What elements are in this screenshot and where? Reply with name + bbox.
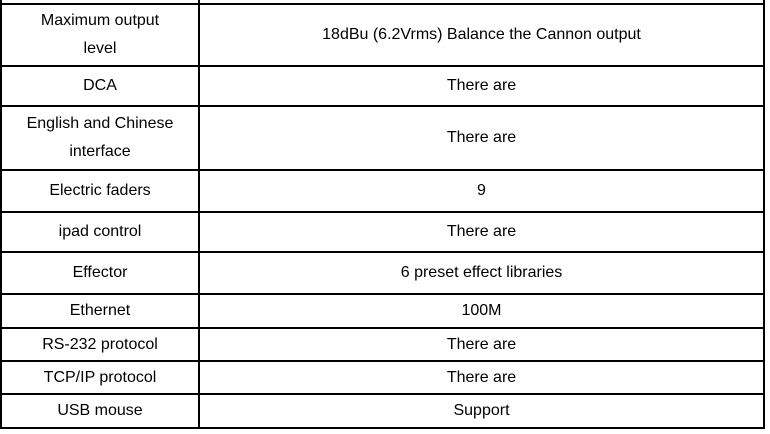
table-row-partial	[0, 0, 765, 5]
feature-cell: Electric faders	[0, 169, 200, 213]
value-cell: There are	[198, 211, 765, 253]
feature-cell	[0, 0, 200, 5]
table-row: TCP/IP protocol There are	[0, 360, 765, 395]
value-cell: 6 preset effect libraries	[198, 251, 765, 295]
value-cell: There are	[198, 327, 765, 362]
table-row: Effector 6 preset effect libraries	[0, 251, 765, 295]
value-cell: 18dBu (6.2Vrms) Balance the Cannon outpu…	[198, 3, 765, 67]
value-cell: There are	[198, 65, 765, 107]
table-row: RS-232 protocol There are	[0, 327, 765, 362]
table-row: USB mouse Support	[0, 393, 765, 429]
value-cell: There are	[198, 105, 765, 171]
feature-cell: English and Chinese interface	[0, 105, 200, 171]
value-cell: There are	[198, 360, 765, 395]
feature-cell: Maximum output level	[0, 3, 200, 67]
table-row: DCA There are	[0, 65, 765, 107]
value-cell	[198, 0, 765, 5]
feature-cell: RS-232 protocol	[0, 327, 200, 362]
table-row: Maximum output level 18dBu (6.2Vrms) Bal…	[0, 3, 765, 67]
table-row: Electric faders 9	[0, 169, 765, 213]
value-cell: Support	[198, 393, 765, 429]
value-cell: 9	[198, 169, 765, 213]
table-row: Ethernet 100M	[0, 293, 765, 329]
feature-cell: USB mouse	[0, 393, 200, 429]
feature-cell: TCP/IP protocol	[0, 360, 200, 395]
table-row: ipad control There are	[0, 211, 765, 253]
feature-cell: Ethernet	[0, 293, 200, 329]
feature-cell: ipad control	[0, 211, 200, 253]
value-cell: 100M	[198, 293, 765, 329]
feature-cell: DCA	[0, 65, 200, 107]
table-row: English and Chinese interface There are	[0, 105, 765, 171]
feature-cell: Effector	[0, 251, 200, 295]
